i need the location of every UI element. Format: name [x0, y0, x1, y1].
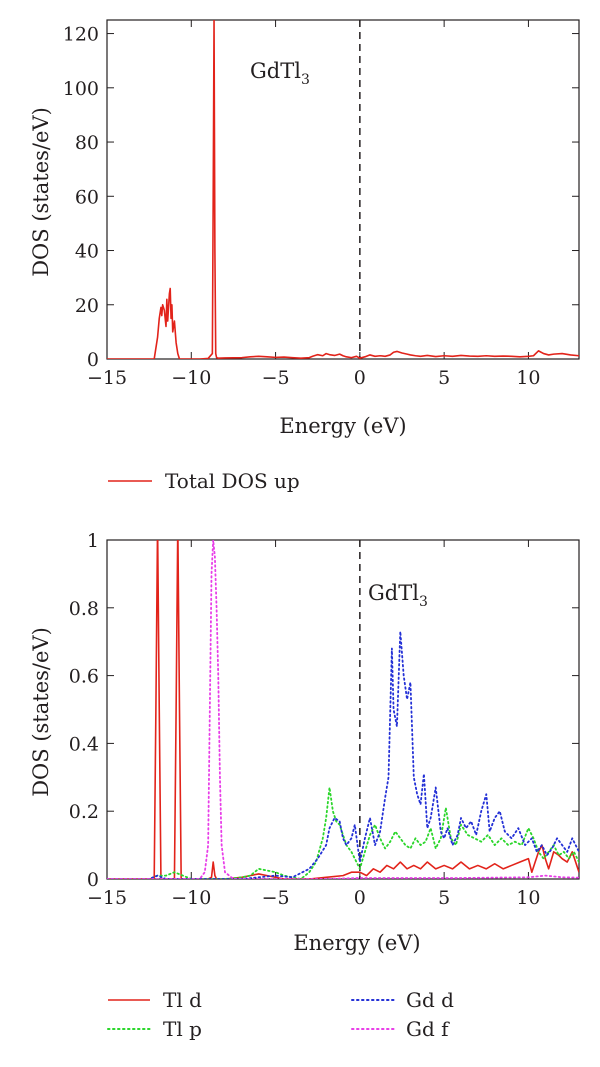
bottom-series-tl-p	[107, 786, 579, 879]
top-y-tick-label: 20	[75, 295, 99, 317]
bottom-y-tick-label: 1	[87, 530, 99, 552]
top-series	[107, 20, 579, 359]
bottom-series-tl-d	[107, 540, 579, 879]
bottom-annotation-sub: 3	[419, 594, 428, 610]
top-y-tick-label: 60	[75, 186, 99, 208]
top-y-tick-label: 80	[75, 132, 99, 154]
bottom-x-tick-label: 10	[516, 887, 540, 909]
bottom-y-tick-label: 0.4	[69, 733, 99, 755]
bottom-y-tick-label: 0	[87, 869, 99, 891]
bottom-legend-label-tl-p: Tl p	[163, 1017, 202, 1041]
bottom-x-tick-label: 5	[438, 887, 450, 909]
bottom-x-tick-label: −10	[171, 887, 211, 909]
bottom-legend-label-gd-d: Gd d	[406, 988, 454, 1012]
top-y-tick-label: 120	[63, 24, 99, 46]
top-x-tick-label: 10	[516, 367, 540, 389]
top-x-tick-label: −10	[171, 367, 211, 389]
top-y-tick-label: 100	[63, 78, 99, 100]
bottom-annotation: GdTl3	[368, 581, 428, 610]
bottom-annotation-base: GdTl	[368, 581, 419, 605]
bottom-legend-label-gd-f: Gd f	[406, 1017, 450, 1041]
top-legend: Total DOS up	[108, 469, 300, 493]
top-y-axis-label: DOS (states/eV)	[29, 107, 53, 277]
top-x-tick-label: 5	[438, 367, 450, 389]
bottom-ticks: −15 −10 −5 0 5 10 0 0.2 0.4 0.6 0.8 1	[69, 530, 579, 909]
bottom-series	[107, 540, 579, 879]
bottom-x-tick-label: −15	[87, 887, 127, 909]
bottom-y-tick-label: 0.2	[69, 801, 99, 823]
bottom-legend-label-tl-d: Tl d	[163, 988, 202, 1012]
top-y-tick-label: 40	[75, 241, 99, 263]
top-x-axis-label: Energy (eV)	[279, 414, 406, 438]
top-x-tick-label: 0	[354, 367, 366, 389]
top-annotation-base: GdTl	[250, 59, 301, 83]
bottom-x-tick-label: 0	[354, 887, 366, 909]
top-x-tick-label: −15	[87, 367, 127, 389]
top-x-tick-label: −5	[262, 367, 290, 389]
bottom-series-gd-f	[107, 540, 579, 879]
top-plot-frame	[106, 19, 580, 360]
bottom-x-axis-label: Energy (eV)	[293, 931, 420, 955]
bottom-y-tick-label: 0.8	[69, 598, 99, 620]
top-annotation-sub: 3	[301, 72, 310, 88]
bottom-x-tick-label: −5	[262, 887, 290, 909]
top-series-total-dos-up	[107, 20, 579, 359]
top-y-tick-label: 0	[87, 349, 99, 371]
top-annotation: GdTl3	[250, 59, 310, 88]
bottom-series-gd-d	[107, 630, 579, 879]
top-legend-label-0: Total DOS up	[165, 469, 300, 493]
bottom-chart: −15 −10 −5 0 5 10 0 0.2 0.4 0.6 0.8 1 GdTl3 Energy …	[29, 530, 580, 1041]
bottom-legend: Tl d Tl p Gd d Gd f	[107, 988, 454, 1041]
bottom-y-tick-label: 0.6	[69, 666, 99, 688]
bottom-y-axis-label: DOS (states/eV)	[29, 627, 53, 797]
